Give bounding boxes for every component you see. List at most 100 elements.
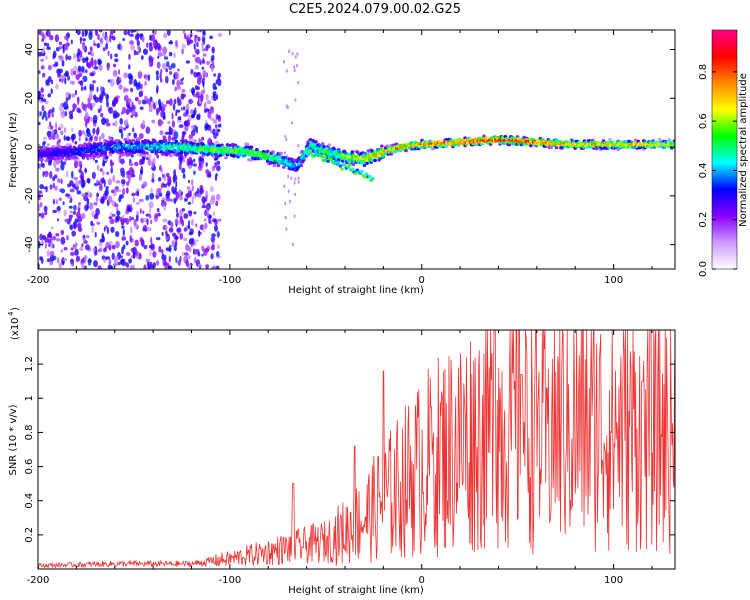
spectrogram-noise-cell bbox=[150, 34, 156, 42]
spectrogram-noise-cell bbox=[60, 159, 63, 164]
spectrogram-noise-cell bbox=[209, 35, 214, 40]
spectrogram-noise-cell bbox=[105, 122, 111, 127]
spectrogram-noise-cell bbox=[128, 79, 133, 85]
spectrogram-noise-cell bbox=[173, 169, 177, 177]
spectrogram-noise-cell bbox=[38, 121, 41, 126]
spectrogram-noise-cell bbox=[60, 113, 65, 119]
spectrogram-noise-cell bbox=[46, 130, 52, 138]
spectrogram-noise-cell bbox=[96, 126, 100, 135]
spectrogram-noise-cell bbox=[147, 74, 151, 82]
spectrogram-noise-cell bbox=[76, 107, 81, 113]
spectrogram-noise-cell bbox=[284, 215, 287, 220]
spectrogram-noise-cell bbox=[112, 63, 117, 68]
spectrogram-noise-cell bbox=[174, 131, 179, 140]
snr-frame bbox=[37, 329, 676, 570]
spectrogram-noise-cell bbox=[174, 235, 179, 240]
spectrogram-noise-cell bbox=[143, 244, 148, 250]
spectrogram-noise-cell bbox=[117, 43, 121, 50]
spectrogram-noise-cell bbox=[178, 124, 184, 128]
spectrogram-noise-cell bbox=[188, 39, 192, 45]
spectrogram-noise-cell bbox=[71, 170, 74, 179]
spectrogram-noise-cell bbox=[156, 260, 160, 266]
spectrogram-noise-cell bbox=[113, 96, 118, 105]
spectrogram-noise-cell bbox=[194, 36, 197, 43]
spectrogram-noise-cell bbox=[111, 199, 115, 207]
spectrogram-ridge-cell bbox=[83, 142, 87, 146]
spectrogram-noise-cell bbox=[68, 205, 73, 209]
spectrogram-noise-cell bbox=[164, 254, 167, 261]
spectrogram-noise-cell bbox=[81, 30, 85, 38]
spectrogram-noise-cell bbox=[168, 125, 172, 133]
spectrogram-ridge-cell bbox=[279, 151, 283, 155]
spectrogram-ridge-cell bbox=[145, 151, 149, 155]
spectrogram-noise-cell bbox=[117, 69, 121, 75]
spectrogram-noise-cell bbox=[190, 68, 194, 75]
spectrogram-noise-cell bbox=[93, 201, 98, 206]
spectrogram-noise-cell bbox=[99, 168, 103, 172]
spectrogram-noise-cell bbox=[70, 68, 74, 76]
spectrogram-noise-cell bbox=[159, 130, 164, 136]
spectrogram-noise-cell bbox=[95, 196, 99, 202]
spectrogram-noise-cell bbox=[184, 197, 188, 202]
spectrogram-noise-cell bbox=[187, 33, 190, 39]
spectrogram-noise-cell bbox=[55, 134, 60, 139]
spectrogram-noise-cell bbox=[74, 180, 79, 188]
spectrogram-noise-cell bbox=[107, 178, 112, 186]
spectrogram-noise-cell bbox=[284, 134, 287, 139]
spectrogram-noise-cell bbox=[58, 68, 61, 77]
spectrogram-noise-cell bbox=[184, 32, 187, 40]
spectrogram-noise-cell bbox=[218, 79, 221, 84]
spectrogram-noise-cell bbox=[187, 220, 191, 228]
spectrogram-noise-cell bbox=[107, 50, 110, 57]
spectrogram-noise-cell bbox=[158, 177, 162, 182]
spectrogram-noise-cell bbox=[74, 89, 78, 96]
spectrogram-noise-cell bbox=[181, 48, 184, 55]
spectrogram-noise-cell bbox=[183, 106, 186, 111]
spectrogram-ridge-cell bbox=[255, 148, 259, 152]
spectrogram-noise-cell bbox=[131, 101, 134, 109]
y-tick-label: 20 bbox=[24, 92, 35, 105]
spectrogram-noise-cell bbox=[178, 189, 182, 195]
spectrogram-ridge-cell bbox=[123, 137, 128, 142]
spectrogram-noise-cell bbox=[59, 188, 62, 192]
spectrogram-ridge-cell bbox=[128, 139, 133, 144]
spectrogram-ridge-cell bbox=[367, 174, 372, 178]
spectrogram-noise-cell bbox=[58, 197, 62, 202]
spectrogram-noise-cell bbox=[142, 210, 145, 214]
spectrogram-noise-cell bbox=[194, 48, 199, 54]
spectrogram-ridge-cell bbox=[320, 155, 324, 159]
spectrogram-ridge-cell bbox=[347, 163, 352, 167]
spectrogram-noise-cell bbox=[216, 160, 221, 165]
spectrogram-noise-cell bbox=[129, 234, 132, 242]
spectrogram-noise-cell bbox=[195, 56, 201, 64]
spectrogram-noise-cell bbox=[151, 119, 156, 124]
spectrogram-noise-cell bbox=[198, 165, 203, 172]
spectrogram-noise-cell bbox=[52, 107, 55, 113]
spectrogram-ridge-cell bbox=[338, 164, 343, 168]
spectrogram-noise-cell bbox=[181, 93, 187, 98]
spectrogram-noise-cell bbox=[160, 201, 165, 207]
spectrogram-noise-cell bbox=[82, 43, 86, 51]
spectrogram-ridge-cell bbox=[40, 157, 44, 162]
spectrogram-noise-cell bbox=[105, 43, 108, 50]
spectrogram-noise-cell bbox=[193, 170, 196, 176]
spectrogram-ridge-cell bbox=[183, 153, 188, 157]
spectrogram-noise-cell bbox=[71, 93, 76, 98]
spectrogram-noise-cell bbox=[99, 247, 103, 253]
spectrogram-noise-cell bbox=[130, 174, 136, 178]
spectrogram-noise-cell bbox=[167, 134, 172, 142]
spectrogram-noise-cell bbox=[162, 46, 168, 55]
spectrogram-noise-cell bbox=[39, 111, 43, 117]
spectrogram-noise-cell bbox=[211, 265, 217, 269]
spectrogram-noise-cell bbox=[165, 68, 168, 73]
spectrogram-noise-cell bbox=[115, 215, 121, 221]
spectrogram-noise-cell bbox=[47, 239, 52, 243]
spectrogram-noise-cell bbox=[129, 216, 132, 223]
spectrogram-noise-cell bbox=[133, 218, 137, 227]
spectrogram-ridge-cell bbox=[332, 161, 337, 165]
spectrogram-noise-cell bbox=[58, 210, 61, 214]
spectrogram-ridge-cell bbox=[233, 143, 238, 147]
spectrogram-noise-cell bbox=[98, 64, 103, 71]
spectrogram-noise-cell bbox=[42, 141, 46, 145]
spectrogram-noise-cell bbox=[136, 40, 140, 47]
